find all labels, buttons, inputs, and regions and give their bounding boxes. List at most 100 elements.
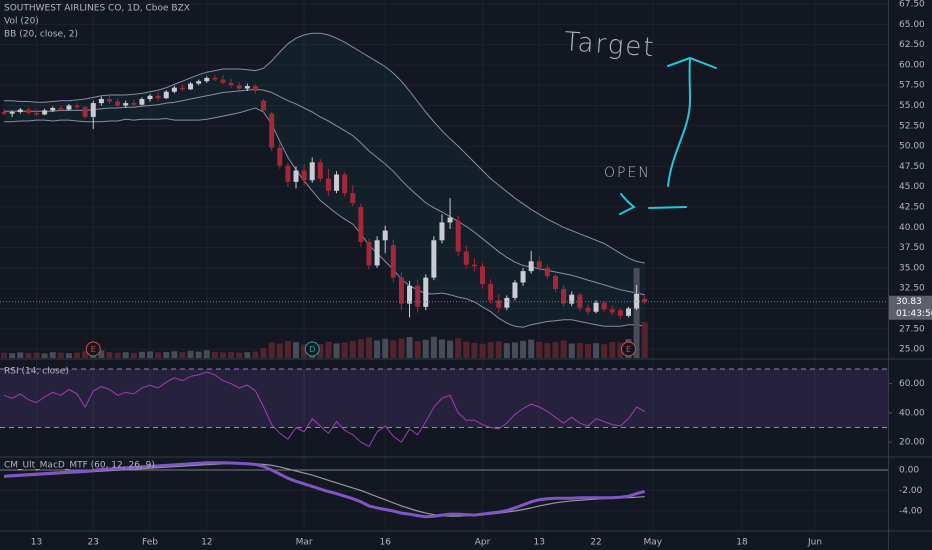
chart-title: SOUTHWEST AIRLINES CO, 1D, Cboe BZX [4, 4, 190, 14]
event-label: D [309, 345, 315, 354]
volume-bar [41, 353, 48, 358]
volume-bar [147, 351, 154, 358]
y-tick-label: 60.00 [899, 60, 925, 70]
band-fill [4, 33, 645, 328]
volume-bar [447, 340, 454, 358]
volume-bar [406, 337, 413, 358]
volume-bar [65, 353, 72, 358]
candle-body [463, 251, 469, 265]
y-tick-label: 47.50 [899, 162, 925, 172]
band-upper [4, 32, 645, 264]
macd-title: CM_Ult_MacD_MTF (60, 12, 26, 9) [4, 461, 155, 471]
y-tick-label: 65.00 [899, 20, 925, 30]
volume-bar [179, 352, 186, 358]
candle-body [577, 294, 583, 308]
volume-bar [552, 342, 559, 358]
volume-bar [455, 338, 462, 358]
candle-body [196, 81, 202, 84]
countdown-label: 01:43:50 [896, 309, 932, 319]
candle-body [609, 309, 615, 313]
volume-bar [365, 337, 372, 358]
y-tick-label: 45.00 [899, 182, 925, 192]
candle-body [1, 112, 7, 114]
volume-bar [163, 352, 170, 358]
volume-bar [536, 341, 543, 358]
candle-body [480, 266, 486, 285]
volume-bar [236, 352, 243, 358]
y-tick-label: 25.00 [899, 345, 925, 355]
volume-bar [422, 339, 429, 358]
y-tick-label: 32.50 [899, 284, 925, 294]
candle-body [33, 112, 39, 115]
volume-bar [544, 343, 551, 358]
candle-body [50, 107, 56, 111]
candle-body [188, 83, 194, 90]
candle-body [236, 85, 242, 89]
candle-body [25, 109, 31, 113]
candle-body [325, 178, 331, 191]
event-marker [620, 341, 636, 357]
candle-body [228, 82, 234, 86]
volume-bar [171, 351, 178, 358]
candle-body [98, 99, 104, 104]
candle-body [317, 162, 323, 179]
volume-bar [268, 342, 275, 358]
candle-body [163, 91, 169, 99]
volume-bar [293, 342, 299, 358]
volume-bar [155, 352, 162, 358]
volume-bar [479, 343, 486, 358]
candle-body [261, 100, 267, 111]
last-price-box [889, 295, 932, 320]
signal-line [4, 462, 645, 517]
candle-body [423, 277, 429, 307]
volume-bar [195, 351, 202, 358]
volume-bar [130, 352, 137, 358]
candle-body [147, 95, 153, 100]
x-tick-label: 12 [201, 538, 212, 548]
volume-bar [357, 339, 364, 358]
x-tick-label: Feb [142, 538, 158, 548]
volume-bar [74, 352, 81, 358]
candle-body [366, 241, 372, 266]
volume-bar [228, 352, 235, 358]
rsi-tick-label: 20.00 [899, 438, 925, 448]
candle-body [204, 77, 210, 82]
candle-body [244, 86, 250, 89]
candle-body [496, 300, 502, 308]
candle-body [407, 285, 413, 304]
volume-bar [187, 350, 194, 358]
rsi-tick-label: 40.00 [899, 408, 925, 418]
candle-body [528, 261, 534, 272]
candle-body [544, 267, 550, 277]
volume-bar [301, 344, 308, 358]
volume-bar [398, 338, 405, 358]
y-tick-label: 40.00 [899, 223, 925, 233]
candle-body [66, 105, 72, 110]
candle-body [585, 307, 591, 312]
volume-bar [374, 340, 381, 358]
macd-line [3, 461, 646, 519]
band-basis [4, 88, 645, 296]
volume-bar [560, 340, 567, 358]
volume-bar [276, 343, 283, 358]
candle-body [642, 298, 648, 302]
x-tick-label: Jun [807, 538, 822, 548]
volume-bar [260, 347, 267, 358]
candle-body [512, 282, 518, 298]
candle-body [58, 107, 64, 110]
volume-bar [57, 352, 64, 358]
candle-body [358, 207, 364, 242]
candle-body [309, 162, 315, 181]
volume-bar [333, 343, 340, 358]
x-tick-label: 22 [590, 538, 601, 548]
y-tick-label: 55.00 [899, 101, 925, 111]
y-tick-label: 37.50 [899, 243, 925, 253]
volume-bar [252, 351, 259, 358]
candle-body [617, 310, 623, 316]
candle-body [625, 308, 631, 316]
x-tick-label: 23 [88, 538, 99, 548]
volume-bar [1, 352, 8, 358]
annotation-text: Target [563, 27, 656, 63]
volume-bar [576, 342, 583, 358]
candle-body [601, 302, 607, 310]
